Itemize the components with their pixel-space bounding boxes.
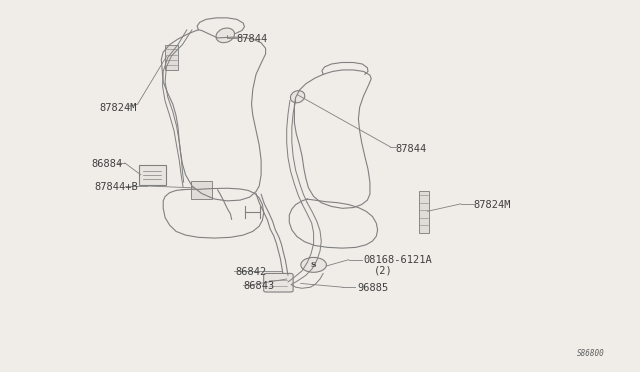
FancyBboxPatch shape [165, 45, 178, 70]
Text: 96885: 96885 [357, 283, 388, 293]
Text: S86800: S86800 [577, 349, 605, 358]
FancyBboxPatch shape [419, 191, 429, 233]
FancyBboxPatch shape [139, 165, 166, 185]
Text: 87844+B: 87844+B [95, 182, 138, 192]
Ellipse shape [291, 91, 305, 103]
Text: 87824M: 87824M [99, 103, 137, 113]
Text: 87844: 87844 [396, 144, 427, 154]
Ellipse shape [216, 28, 234, 43]
Text: 86884: 86884 [91, 159, 122, 169]
Text: (2): (2) [374, 266, 392, 276]
Text: 86842: 86842 [236, 267, 267, 276]
Text: 87844: 87844 [237, 34, 268, 44]
FancyBboxPatch shape [264, 273, 293, 292]
FancyBboxPatch shape [191, 181, 212, 199]
Text: 87824M: 87824M [474, 200, 511, 209]
Text: 08168-6121A: 08168-6121A [364, 256, 432, 265]
Text: 86843: 86843 [243, 281, 275, 291]
Circle shape [301, 257, 326, 272]
Text: S: S [311, 261, 316, 269]
